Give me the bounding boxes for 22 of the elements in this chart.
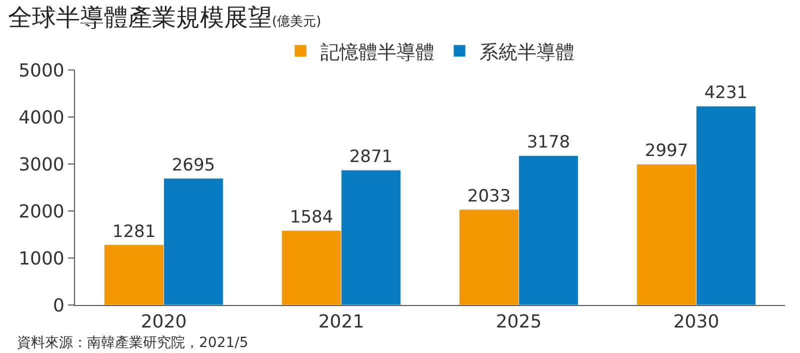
x-tick-label: 2021 <box>318 312 364 333</box>
y-tick-label: 3000 <box>18 154 64 176</box>
data-label: 2033 <box>467 186 511 206</box>
y-tick-label: 2000 <box>18 201 64 222</box>
data-label: 1281 <box>112 222 156 242</box>
data-label: 2695 <box>172 155 216 176</box>
x-tick-label: 2030 <box>673 312 720 333</box>
data-label: 2997 <box>644 141 688 162</box>
y-tick-label: 0 <box>52 295 64 316</box>
data-label: 1584 <box>290 208 334 228</box>
y-tick-label: 1000 <box>18 248 64 270</box>
y-tick-label: 5000 <box>18 60 64 82</box>
legend-label: 系統半導體 <box>480 41 574 64</box>
data-label: 4231 <box>704 83 748 104</box>
y-tick-label: 4000 <box>18 107 64 128</box>
source-note: 資料來源：南韓產業研究院，2021/5 <box>17 335 248 351</box>
legend-label: 記憶體半導體 <box>320 41 434 64</box>
data-label: 2871 <box>349 147 393 168</box>
chart-subtitle: (億美元) <box>272 14 322 30</box>
x-tick-label: 2020 <box>140 312 187 333</box>
data-label: 3178 <box>526 132 570 153</box>
x-tick-label: 2025 <box>496 312 542 333</box>
